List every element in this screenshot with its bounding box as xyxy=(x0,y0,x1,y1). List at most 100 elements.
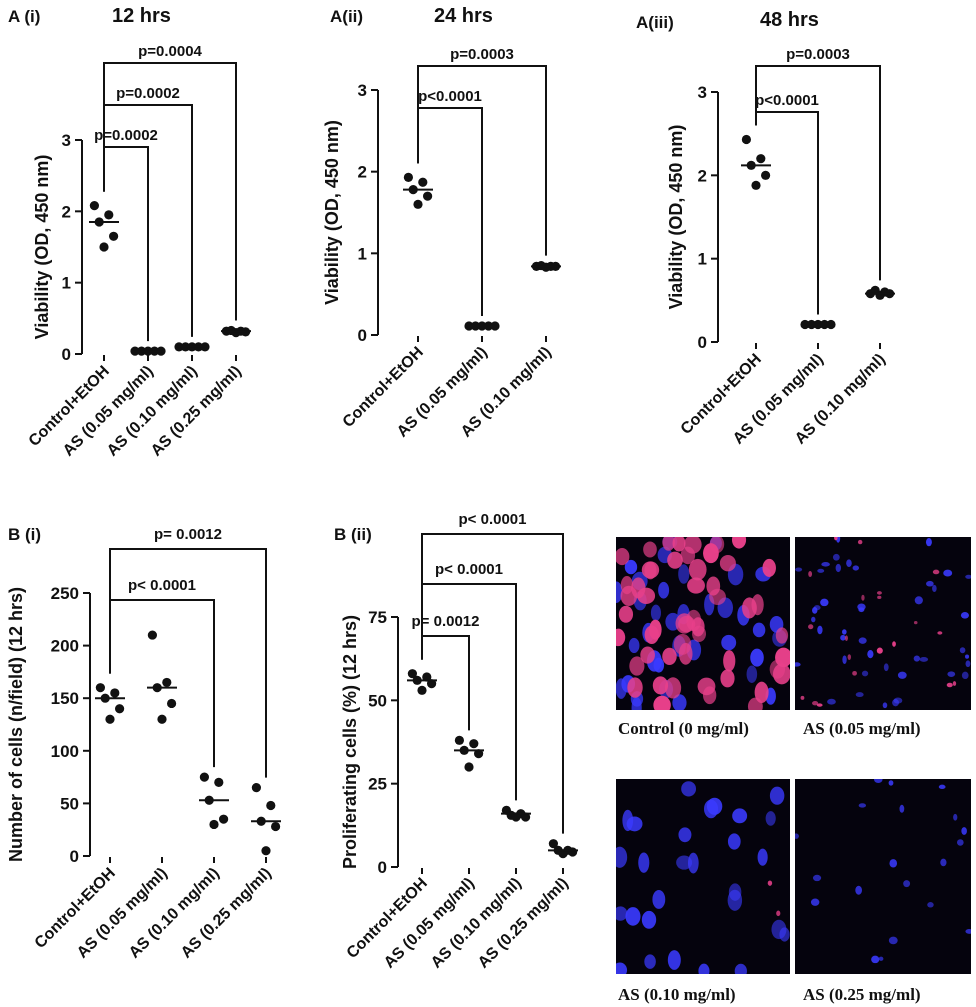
blue-nucleus xyxy=(810,898,820,906)
chart-title: 12 hrs xyxy=(112,5,171,27)
blue-nucleus xyxy=(727,833,741,850)
p-value-label: p< 0.0001 xyxy=(435,561,503,578)
blue-nucleus xyxy=(795,833,799,839)
p-value-label: p=0.0003 xyxy=(450,46,514,63)
blue-nucleus xyxy=(650,604,661,622)
blue-nucleus xyxy=(965,654,970,659)
x-tick-label: Control+EtOH xyxy=(344,875,431,962)
p-value-label: p<0.0001 xyxy=(755,92,819,109)
data-point xyxy=(147,630,157,640)
p-value-label: p=0.0002 xyxy=(116,85,180,102)
y-tick-label: 75 xyxy=(368,608,387,627)
y-tick-label: 0 xyxy=(62,345,71,364)
blue-nucleus xyxy=(631,696,642,710)
red-nucleus xyxy=(754,681,769,704)
red-nucleus xyxy=(800,695,805,700)
data-point xyxy=(548,839,559,849)
blue-nucleus xyxy=(960,612,969,619)
micrograph-caption: Control (0 mg/ml) xyxy=(618,719,749,738)
panel-label: A(iii) xyxy=(636,13,674,32)
data-point xyxy=(95,683,105,693)
p-value-label: p= 0.0012 xyxy=(412,613,480,630)
blue-nucleus xyxy=(827,698,836,705)
data-point xyxy=(105,714,115,724)
p-value-label: p= 0.0012 xyxy=(154,526,222,543)
micrograph-background xyxy=(616,779,790,974)
blue-nucleus xyxy=(897,671,907,679)
blue-nucleus xyxy=(840,634,846,641)
blue-nucleus xyxy=(795,662,801,667)
data-point xyxy=(261,846,271,856)
micrograph-panel: AS (0.25 mg/ml) xyxy=(795,779,971,1004)
red-nucleus xyxy=(723,650,736,672)
blue-nucleus xyxy=(932,584,937,593)
x-tick-label: Control+EtOH xyxy=(26,363,113,450)
y-tick-label: 1 xyxy=(62,274,71,293)
data-point xyxy=(756,154,766,164)
y-tick-label: 3 xyxy=(62,131,71,150)
red-nucleus xyxy=(662,647,677,665)
blue-nucleus xyxy=(624,559,638,575)
red-nucleus xyxy=(913,620,918,625)
data-point xyxy=(167,698,177,709)
blue-nucleus xyxy=(888,780,894,786)
blue-nucleus xyxy=(842,655,847,664)
red-nucleus xyxy=(834,537,838,541)
blue-nucleus xyxy=(914,596,923,605)
blue-nucleus xyxy=(846,559,852,567)
blue-nucleus xyxy=(765,811,776,826)
x-tick-label: AS (0.10 mg/ml) xyxy=(126,865,223,962)
red-nucleus xyxy=(767,880,773,886)
blue-nucleus xyxy=(812,874,822,882)
y-tick-label: 2 xyxy=(698,166,707,185)
data-point xyxy=(214,777,224,787)
data-point xyxy=(104,210,114,220)
significance-bracket xyxy=(109,548,267,778)
red-nucleus xyxy=(616,547,630,566)
red-nucleus xyxy=(640,646,655,664)
blue-nucleus xyxy=(750,648,764,667)
data-point xyxy=(110,688,120,698)
y-axis-label: Viability (OD, 450 nm) xyxy=(322,120,342,305)
y-tick-label: 50 xyxy=(368,691,387,710)
red-nucleus xyxy=(720,669,735,688)
y-tick-label: 200 xyxy=(51,637,79,656)
blue-nucleus xyxy=(889,859,898,868)
data-point xyxy=(199,772,209,782)
panel-label: B (ii) xyxy=(334,525,372,544)
red-nucleus xyxy=(709,537,725,554)
y-tick-label: 0 xyxy=(698,333,707,352)
red-nucleus xyxy=(687,577,705,594)
data-point xyxy=(403,172,413,182)
blue-nucleus xyxy=(698,963,710,974)
p-value-label: p=0.0004 xyxy=(138,43,202,60)
blue-nucleus xyxy=(732,808,748,824)
blue-nucleus xyxy=(959,647,966,654)
data-point xyxy=(875,290,885,300)
blue-nucleus xyxy=(644,954,656,969)
significance-bracket xyxy=(755,111,819,315)
red-nucleus xyxy=(776,910,781,917)
y-axis-label: Number of cells (n/field) (12 hrs) xyxy=(6,587,26,862)
data-point xyxy=(115,704,125,714)
blue-nucleus xyxy=(903,880,911,888)
blue-nucleus xyxy=(672,694,687,710)
p-value-label: p< 0.0001 xyxy=(459,511,527,528)
data-point xyxy=(422,672,432,682)
data-point xyxy=(407,669,417,679)
blue-nucleus xyxy=(813,605,821,611)
red-nucleus xyxy=(808,570,813,577)
y-tick-label: 25 xyxy=(368,775,387,794)
y-axis-label: Viability (OD, 450 nm) xyxy=(666,125,686,310)
data-point xyxy=(413,199,423,209)
blue-nucleus xyxy=(956,839,964,846)
red-nucleus xyxy=(627,677,643,698)
red-nucleus xyxy=(688,558,707,581)
blue-nucleus xyxy=(874,779,883,784)
p-value-label: p<0.0001 xyxy=(418,88,482,105)
blue-nucleus xyxy=(616,906,628,921)
red-nucleus xyxy=(664,677,682,699)
data-point xyxy=(761,170,771,180)
blue-nucleus xyxy=(641,910,657,929)
